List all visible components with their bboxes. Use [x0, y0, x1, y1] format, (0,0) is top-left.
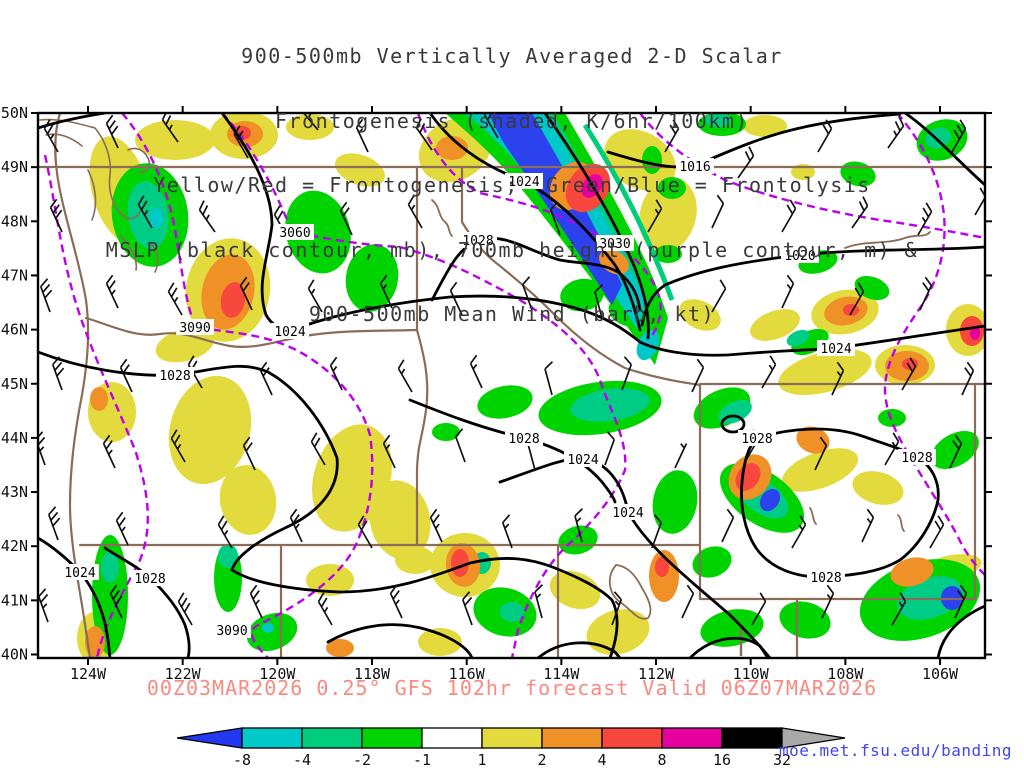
svg-text:8: 8: [657, 751, 666, 768]
contour-labels: 1024 1016 1028 1020 1024 1024 1028 1028 1028 1028…: [61, 158, 936, 639]
svg-text:122W: 122W: [165, 665, 202, 683]
svg-text:1024: 1024: [274, 325, 305, 340]
chart-title: 900-500mb Vertically Averaged 2-D Scalar…: [0, 3, 1024, 369]
svg-text:-4: -4: [293, 751, 311, 768]
svg-text:114W: 114W: [543, 665, 580, 683]
svg-text:40N: 40N: [1, 646, 28, 664]
svg-text:48N: 48N: [1, 212, 28, 230]
svg-text:44N: 44N: [1, 429, 28, 447]
svg-text:41N: 41N: [1, 591, 28, 609]
axis-labels: 50N 49N 48N 47N 46N 45N 44N 43N 42N 41N 40N 124W 122…: [1, 104, 992, 683]
svg-text:2: 2: [537, 751, 546, 768]
svg-text:1: 1: [477, 751, 486, 768]
svg-text:-8: -8: [233, 751, 251, 768]
svg-text:1028: 1028: [901, 451, 932, 466]
svg-text:118W: 118W: [354, 665, 391, 683]
svg-text:1024: 1024: [612, 506, 643, 521]
svg-text:49N: 49N: [1, 158, 28, 176]
svg-text:1028: 1028: [741, 432, 772, 447]
colorbar-legend: -8 -4 -2 -1 1 2 4 8 16 32: [176, 727, 846, 768]
title-line-5: 900-500mb Mean Wind (barb, kt): [308, 302, 716, 326]
svg-text:3090: 3090: [216, 624, 247, 639]
svg-text:46N: 46N: [1, 321, 28, 339]
svg-text:1028: 1028: [462, 234, 493, 249]
svg-text:47N: 47N: [1, 266, 28, 284]
svg-text:1020: 1020: [784, 249, 815, 264]
state-borders: [38, 113, 985, 658]
svg-text:43N: 43N: [1, 483, 28, 501]
svg-text:3090: 3090: [179, 321, 210, 336]
svg-text:16: 16: [713, 751, 731, 768]
svg-text:106W: 106W: [922, 665, 959, 683]
svg-text:116W: 116W: [449, 665, 486, 683]
map-frame: [36, 111, 987, 660]
svg-text:45N: 45N: [1, 375, 28, 393]
svg-text:-2: -2: [353, 751, 371, 768]
svg-text:3030: 3030: [599, 237, 630, 252]
svg-text:4: 4: [597, 751, 606, 768]
mslp-contours: [38, 113, 985, 658]
svg-text:1016: 1016: [679, 160, 710, 175]
svg-text:3060: 3060: [279, 226, 310, 241]
svg-text:42N: 42N: [1, 537, 28, 555]
svg-text:1028: 1028: [810, 571, 841, 586]
svg-text:108W: 108W: [827, 665, 864, 683]
svg-text:112W: 112W: [638, 665, 675, 683]
forecast-valid-line: 00Z03MAR2026 0.25° GFS 102hr forecast Va…: [146, 676, 878, 700]
svg-text:1028: 1028: [508, 432, 539, 447]
svg-text:-1: -1: [413, 751, 431, 768]
svg-text:1028: 1028: [134, 572, 165, 587]
svg-text:1024: 1024: [567, 453, 598, 468]
title-line-4: MSLP (black contour, mb), 700mb height (…: [105, 237, 919, 262]
credit-link[interactable]: moe.met.fsu.edu/banding: [778, 741, 1012, 760]
shading-layer: [77, 113, 985, 658]
title-line-3: Yellow/Red = Frontogenesis; Green/Blue =…: [153, 173, 871, 197]
svg-text:1024: 1024: [64, 566, 95, 581]
svg-text:120W: 120W: [259, 665, 296, 683]
svg-text:1024: 1024: [508, 175, 539, 190]
svg-text:50N: 50N: [1, 104, 28, 122]
svg-text:1028: 1028: [159, 369, 190, 384]
svg-text:32: 32: [773, 751, 791, 768]
title-line-2: Frontogenesis (shaded, K/6hr/100km): [275, 108, 749, 133]
svg-text:110W: 110W: [733, 665, 770, 683]
svg-text:1024: 1024: [820, 342, 851, 357]
svg-text:124W: 124W: [70, 665, 107, 683]
title-line-1: 900-500mb Vertically Averaged 2-D Scalar: [241, 44, 783, 68]
